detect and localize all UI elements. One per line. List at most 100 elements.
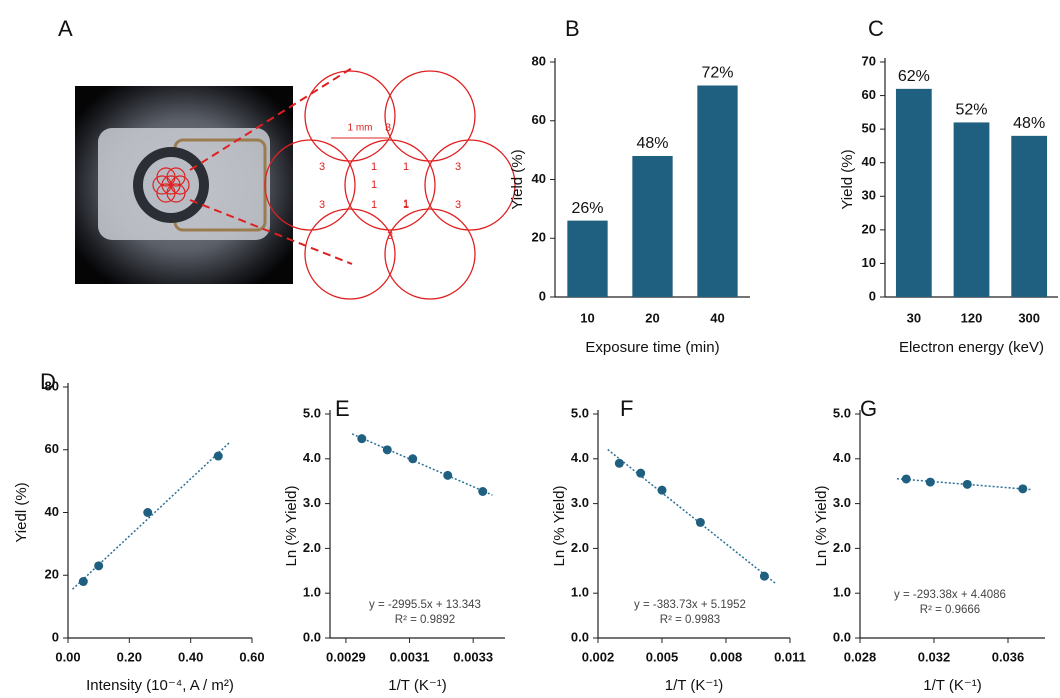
r-squared: R² = 0.9666 (920, 604, 980, 616)
y-tick-label: 0 (869, 288, 876, 303)
y-tick-label: 0 (539, 288, 546, 303)
y-tick-label: 1.0 (571, 585, 589, 600)
scale-label: 1 mm (348, 123, 373, 134)
equation: y = -2995.5x + 13.343 (369, 599, 481, 611)
y-tick-label: 1.0 (833, 585, 851, 600)
panel-label: F (620, 396, 633, 421)
value-label: 48% (636, 135, 668, 152)
point (357, 434, 367, 444)
x-axis-label: Intensity (10⁻⁴, A / m²) (86, 677, 234, 694)
x-axis-label: 1/T (K⁻¹) (665, 677, 723, 694)
x-tick-label: 0.60 (239, 649, 264, 664)
x-tick-label: 300 (1018, 310, 1040, 325)
y-tick-label: 5.0 (303, 405, 321, 420)
x-tick-label: 0.032 (918, 649, 951, 664)
bar (953, 122, 990, 297)
zoom-circles (264, 70, 516, 300)
y-tick-label: 60 (532, 112, 546, 127)
panel-label: E (335, 396, 350, 421)
point (759, 571, 769, 581)
y-tick-label: 4.0 (303, 450, 321, 465)
x-axis-label: Exposure time (min) (585, 339, 719, 356)
y-tick-label: 3.0 (571, 495, 589, 510)
point (478, 487, 488, 497)
region-label: 1 (403, 199, 409, 211)
x-tick-label: 0.028 (844, 649, 877, 664)
x-tick-label: 0.002 (582, 649, 615, 664)
y-tick-label: 60 (862, 87, 876, 102)
bar (895, 88, 932, 297)
y-tick-label: 3.0 (303, 495, 321, 510)
y-tick-label: 0.0 (571, 629, 589, 644)
region-label: 1 (403, 198, 409, 210)
bar (632, 156, 673, 297)
region-label: 1 (371, 161, 377, 173)
bar (697, 85, 738, 297)
region-label: 3 (455, 161, 461, 173)
region-label: 3 (387, 230, 393, 242)
x-tick-label: 30 (907, 310, 921, 325)
trendline (607, 448, 777, 585)
x-tick-label: 0.0033 (453, 649, 493, 664)
trendline (896, 477, 1033, 491)
x-tick-label: 0.011 (774, 649, 806, 664)
y-tick-label: 0 (52, 629, 59, 644)
x-tick-label: 10 (580, 310, 594, 325)
x-tick-label: 0.008 (710, 649, 743, 664)
equation: y = -383.73x + 5.1952 (634, 599, 746, 611)
y-tick-label: 40 (532, 171, 546, 186)
point (901, 474, 911, 484)
value-label: 52% (955, 102, 987, 119)
y-tick-label: 70 (862, 53, 876, 68)
y-tick-label: 5.0 (833, 405, 851, 420)
x-tick-label: 0.0029 (326, 649, 366, 664)
y-tick-label: 2.0 (571, 540, 589, 555)
equation: y = -293.38x + 4.4086 (894, 589, 1006, 601)
point (94, 561, 104, 571)
y-tick-label: 2.0 (833, 540, 851, 555)
point (636, 468, 646, 478)
x-axis-label: 1/T (K⁻¹) (923, 677, 981, 694)
value-label: 62% (898, 68, 930, 85)
y-tick-label: 5.0 (571, 405, 589, 420)
y-tick-label: 20 (532, 230, 546, 245)
value-label: 72% (701, 65, 733, 82)
y-tick-label: 4.0 (571, 450, 589, 465)
zoom-line (189, 199, 353, 265)
region-label: 3 (455, 199, 461, 211)
y-tick-label: 20 (862, 221, 876, 236)
panel-label: A (58, 16, 73, 41)
zoom-line (189, 67, 353, 171)
y-tick-label: 30 (862, 188, 876, 203)
x-tick-label: 0.0031 (390, 649, 430, 664)
point (443, 470, 453, 480)
y-tick-label: 60 (45, 441, 59, 456)
y-tick-label: 80 (532, 53, 546, 68)
r-squared: R² = 0.9892 (395, 614, 455, 626)
bar (567, 220, 608, 297)
x-axis-label: Electron energy (keV) (899, 339, 1044, 356)
point (382, 445, 392, 455)
y-tick-label: 40 (862, 154, 876, 169)
y-axis-label: Ln (% Yield) (813, 486, 830, 567)
x-tick-label: 0.40 (178, 649, 203, 664)
point (695, 517, 705, 527)
point (614, 458, 624, 468)
x-tick-label: 0.20 (117, 649, 142, 664)
point (1018, 484, 1028, 494)
bar (1011, 135, 1048, 297)
y-tick-label: 0.0 (833, 629, 851, 644)
point (962, 479, 972, 489)
point (78, 577, 88, 587)
point (143, 508, 153, 517)
y-axis-label: Ln (% Yield) (283, 486, 300, 567)
y-tick-label: 80 (45, 378, 59, 393)
y-axis-label: Ln (% Yield) (551, 486, 568, 567)
x-tick-label: 20 (645, 310, 659, 325)
x-tick-label: 40 (710, 310, 724, 325)
y-tick-label: 20 (45, 567, 59, 582)
x-tick-label: 0.036 (992, 649, 1025, 664)
y-axis-label: Yield (%) (839, 149, 856, 209)
panel-label: B (565, 16, 580, 41)
